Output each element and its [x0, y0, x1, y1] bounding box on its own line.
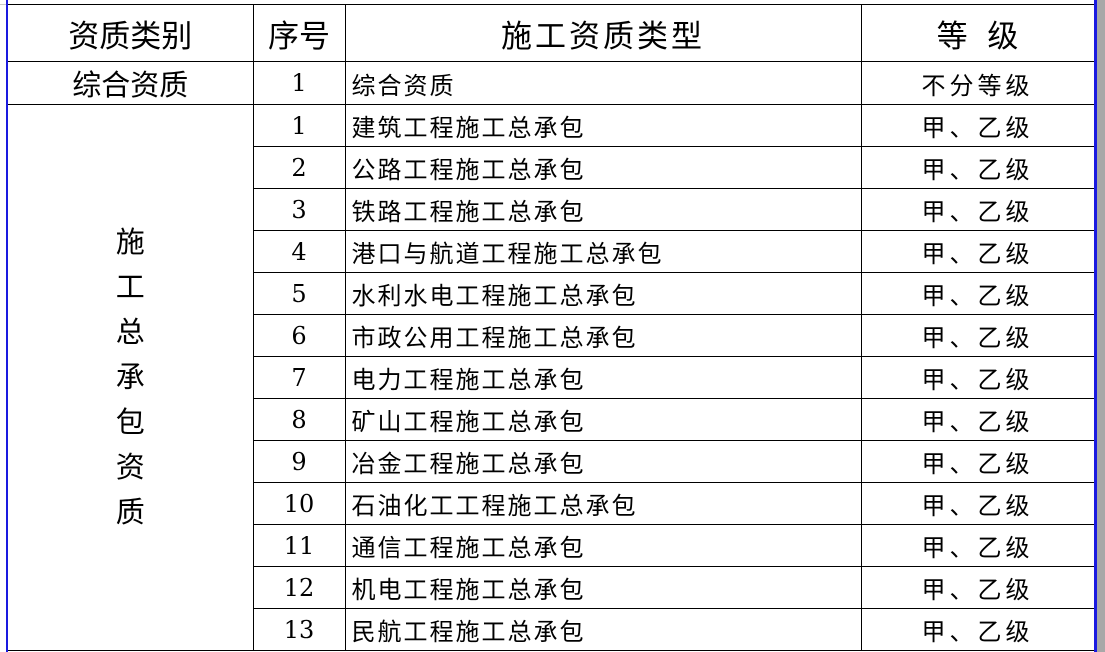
number-cell[interactable]: 2: [252, 146, 346, 189]
number-cell[interactable]: 8: [252, 398, 346, 441]
grade-cell[interactable]: 甲、乙级: [860, 566, 1095, 609]
grade-cell[interactable]: 甲、乙级: [860, 440, 1095, 483]
type-cell[interactable]: 建筑工程施工总承包: [344, 104, 862, 147]
number-cell[interactable]: 5: [252, 272, 346, 315]
grade-cell[interactable]: 甲、乙级: [860, 608, 1095, 651]
table-row: 13 民航工程施工总承包 甲、乙级: [8, 608, 1095, 651]
table-row: 4 港口与航道工程施工总承包 甲、乙级: [8, 230, 1095, 273]
header-row: 资质类别 序号 施工资质类型 等 级: [8, 4, 1095, 62]
table-row: 10 石油化工工程施工总承包 甲、乙级: [8, 482, 1095, 525]
selection-border-right: [1094, 0, 1097, 652]
table-row: 12 机电工程施工总承包 甲、乙级: [8, 566, 1095, 609]
type-cell[interactable]: 电力工程施工总承包: [344, 356, 862, 399]
header-type[interactable]: 施工资质类型: [344, 4, 862, 62]
header-category[interactable]: 资质类别: [8, 4, 254, 62]
type-cell[interactable]: 民航工程施工总承包: [344, 608, 862, 651]
header-grade[interactable]: 等 级: [860, 4, 1095, 62]
number-cell[interactable]: 6: [252, 314, 346, 357]
sheet-background: [1097, 0, 1105, 652]
table-row: 7 电力工程施工总承包 甲、乙级: [8, 356, 1095, 399]
number-cell[interactable]: 7: [252, 356, 346, 399]
table-row: 6 市政公用工程施工总承包 甲、乙级: [8, 314, 1095, 357]
type-cell[interactable]: 通信工程施工总承包: [344, 524, 862, 567]
category-cell[interactable]: 综合资质: [8, 61, 254, 105]
table-row: 9 冶金工程施工总承包 甲、乙级: [8, 440, 1095, 483]
type-cell[interactable]: 综合资质: [344, 61, 862, 105]
type-cell[interactable]: 市政公用工程施工总承包: [344, 314, 862, 357]
grade-cell[interactable]: 甲、乙级: [860, 356, 1095, 399]
type-cell[interactable]: 冶金工程施工总承包: [344, 440, 862, 483]
grade-cell[interactable]: 甲、乙级: [860, 272, 1095, 315]
selection-border-left: [6, 0, 8, 652]
type-cell[interactable]: 水利水电工程施工总承包: [344, 272, 862, 315]
table-row: 施工总承包资质 1 建筑工程施工总承包 甲、乙级: [8, 104, 1095, 651]
grade-cell[interactable]: 甲、乙级: [860, 146, 1095, 189]
grade-cell[interactable]: 甲、乙级: [860, 524, 1095, 567]
type-cell[interactable]: 公路工程施工总承包: [344, 146, 862, 189]
type-cell[interactable]: 矿山工程施工总承包: [344, 398, 862, 441]
table-row: 综合资质 1 综合资质 不分等级: [8, 61, 1095, 105]
number-cell[interactable]: 10: [252, 482, 346, 525]
category-text: 施工总承包资质: [115, 225, 145, 529]
number-cell[interactable]: 9: [252, 440, 346, 483]
grade-cell[interactable]: 甲、乙级: [860, 230, 1095, 273]
number-cell[interactable]: 3: [252, 188, 346, 231]
type-cell[interactable]: 石油化工工程施工总承包: [344, 482, 862, 525]
number-cell[interactable]: 11: [252, 524, 346, 567]
type-cell[interactable]: 港口与航道工程施工总承包: [344, 230, 862, 273]
grade-cell[interactable]: 甲、乙级: [860, 188, 1095, 231]
table-row: 3 铁路工程施工总承包 甲、乙级: [8, 188, 1095, 231]
category-cell[interactable]: 施工总承包资质: [8, 104, 254, 651]
grade-cell[interactable]: 甲、乙级: [860, 314, 1095, 357]
grade-cell[interactable]: 甲、乙级: [860, 398, 1095, 441]
grade-cell[interactable]: 甲、乙级: [860, 482, 1095, 525]
number-cell[interactable]: 13: [252, 608, 346, 651]
grade-cell[interactable]: 不分等级: [860, 61, 1095, 105]
type-cell[interactable]: 机电工程施工总承包: [344, 566, 862, 609]
type-cell[interactable]: 铁路工程施工总承包: [344, 188, 862, 231]
number-cell[interactable]: 4: [252, 230, 346, 273]
number-cell[interactable]: 1: [252, 104, 346, 147]
table-row: 2 公路工程施工总承包 甲、乙级: [8, 146, 1095, 189]
qualification-table: 资质类别 序号 施工资质类型 等 级 综合资质 1 综合资质 不分等级 施工总承…: [8, 4, 1095, 651]
number-cell[interactable]: 12: [252, 566, 346, 609]
table-row: 5 水利水电工程施工总承包 甲、乙级: [8, 272, 1095, 315]
header-number[interactable]: 序号: [252, 4, 346, 62]
grade-cell[interactable]: 甲、乙级: [860, 104, 1095, 147]
number-cell[interactable]: 1: [252, 61, 346, 105]
